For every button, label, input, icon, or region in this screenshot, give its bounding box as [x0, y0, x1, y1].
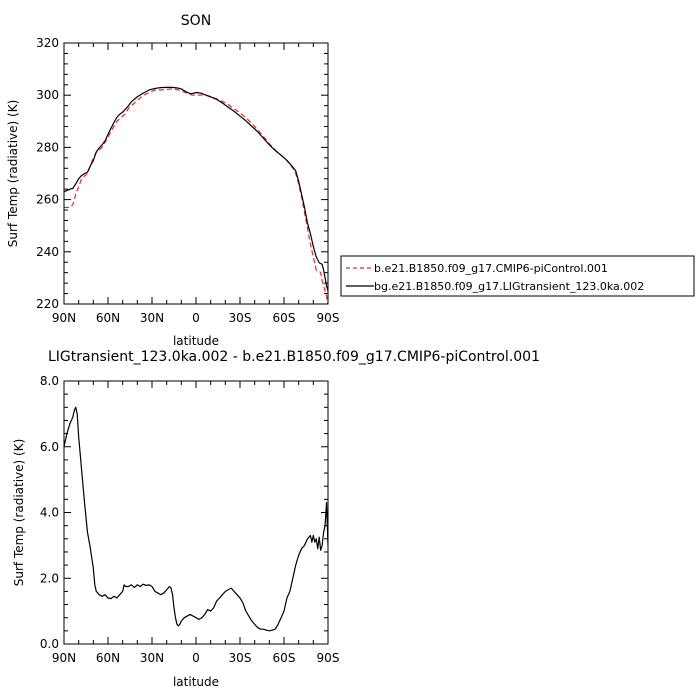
chart-bottom-ytick-label: 8.0	[40, 374, 59, 388]
chart-bottom-ylabel: Surf Temp (radiative) (K)	[12, 439, 26, 587]
legend-box	[340, 255, 695, 297]
chart-top-xtick-label: 60N	[96, 311, 120, 325]
chart-top-xtick-label: 90S	[317, 311, 340, 325]
chart-top: SON 90N 60N 30N 0 30S 60S 90S 220 240 260 280 300 32…	[6, 13, 695, 348]
chart-top-ytick-label: 260	[36, 193, 59, 207]
chart-bottom-frame	[63, 380, 329, 645]
chart-bottom-xtick-label: 30N	[140, 651, 164, 665]
chart-top-ytick-label: 280	[36, 140, 59, 154]
legend-label-series-1: b.e21.B1850.f09_g17.CMIP6-piControl.001	[374, 262, 608, 275]
chart-top-xtick-label: 30S	[229, 311, 252, 325]
chart-top-xtick-label: 90N	[52, 311, 76, 325]
chart-top-frame	[63, 42, 329, 305]
legend: b.e21.B1850.f09_g17.CMIP6-piControl.001 …	[340, 255, 695, 297]
chart-top-ytick-label: 240	[36, 245, 59, 259]
chart-top-xtick-label: 60S	[273, 311, 296, 325]
chart-top-series-line-2	[63, 86, 329, 292]
chart-bottom-ytick-label: 2.0	[40, 571, 59, 585]
chart-bottom-xtick-label: 60N	[96, 651, 120, 665]
chart-bottom: LIGtransient_123.0ka.002 - b.e21.B1850.f…	[12, 349, 540, 689]
chart-top-xtick-label: 0	[192, 311, 200, 325]
chart-top-ticks: 90N 60N 30N 0 30S 60S 90S 220 240 260 280 300 320	[36, 36, 339, 325]
chart-top-xlabel: latitude	[173, 334, 219, 348]
chart-top-ylabel: Surf Temp (radiative) (K)	[6, 100, 20, 248]
chart-top-ytick-label: 220	[36, 297, 59, 311]
chart-bottom-ticks: 90N 60N 30N 0 30S 60S 90S 0.0 2.0 4.0 6.0 8.0	[40, 374, 340, 665]
chart-bottom-xlabel: latitude	[173, 675, 219, 689]
chart-bottom-ytick-label: 4.0	[40, 506, 59, 520]
chart-bottom-xtick-label: 90N	[52, 651, 76, 665]
chart-bottom-xtick-label: 90S	[317, 651, 340, 665]
chart-top-title: SON	[181, 13, 211, 29]
chart-bottom-xtick-label: 0	[192, 651, 200, 665]
chart-top-ytick-label: 320	[36, 36, 59, 50]
chart-bottom-xtick-label: 60S	[273, 651, 296, 665]
chart-top-series-line-1	[64, 88, 329, 305]
chart-bottom-title: LIGtransient_123.0ka.002 - b.e21.B1850.f…	[48, 349, 540, 365]
chart-top-series	[63, 86, 329, 305]
legend-label-series-2: bg.e21.B1850.f09_g17.LIGtransient_123.0k…	[374, 280, 644, 293]
chart-bottom-ytick-label: 0.0	[40, 637, 59, 651]
chart-bottom-series-line-1	[63, 406, 329, 632]
chart-top-ytick-label: 300	[36, 88, 59, 102]
chart-top-xtick-label: 30N	[140, 311, 164, 325]
chart-bottom-xtick-label: 30S	[229, 651, 252, 665]
chart-bottom-series	[63, 406, 329, 632]
chart-bottom-ytick-label: 6.0	[40, 440, 59, 454]
